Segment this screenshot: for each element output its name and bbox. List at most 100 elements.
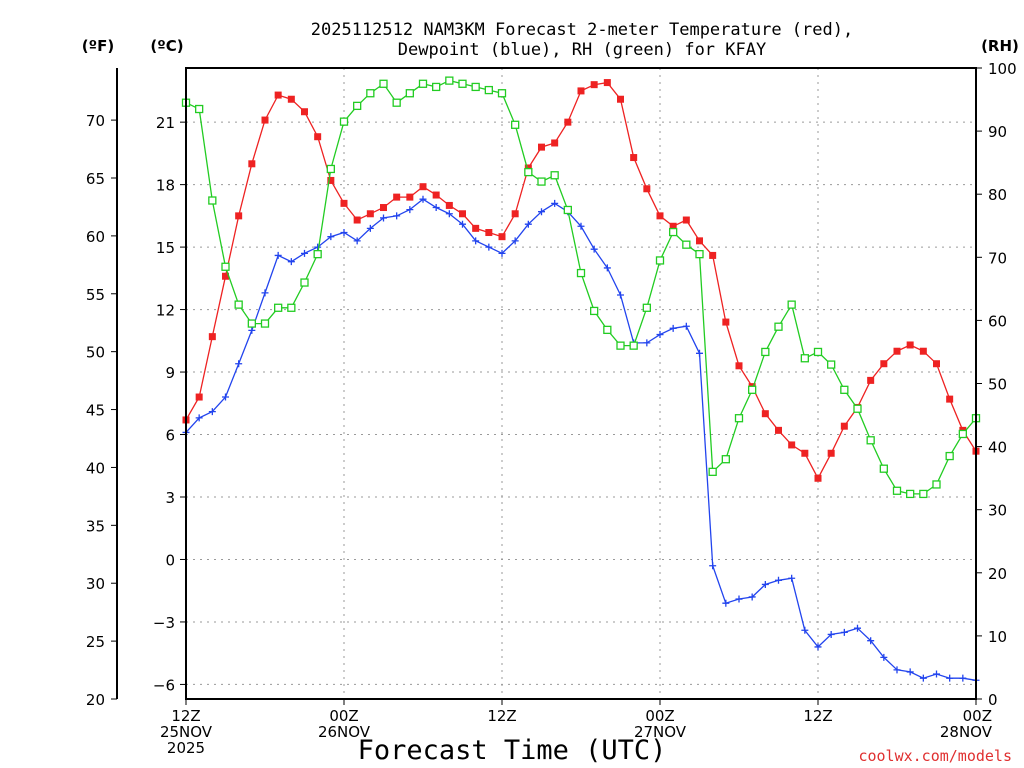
rh-tick-label: 50 (988, 376, 1007, 394)
temperature-point (393, 193, 401, 201)
time-tick-label: 12Z (803, 707, 832, 725)
fahrenheit-tick-label: 35 (86, 517, 105, 535)
fahrenheit-axis: 20 25 30 35 40 45 50 55 60 65 70 (86, 68, 118, 709)
dewpoint-point (840, 628, 848, 636)
rh-point (392, 98, 401, 107)
rh-point (445, 76, 454, 85)
rh-point (721, 455, 730, 464)
dewpoint-point (459, 220, 466, 228)
fahrenheit-tick-label: 60 (86, 228, 105, 246)
temperature-point (524, 164, 532, 172)
dewpoint-point (775, 576, 782, 584)
dewpoint-point (498, 249, 506, 257)
fahrenheit-tick-label: 55 (86, 286, 105, 304)
time-tick-label: 12Z (171, 707, 200, 725)
temperature-point (709, 251, 717, 259)
dewpoint-point (643, 339, 651, 347)
dewpoint-point (933, 670, 940, 678)
dewpoint-point (880, 653, 888, 661)
dewpoint-point (445, 210, 453, 218)
series-rh (181, 76, 981, 499)
rh-point (471, 82, 480, 92)
celsius-unit-label: (ºC) (150, 37, 183, 55)
temperature-point (380, 204, 387, 212)
dewpoint-point (235, 360, 243, 368)
grid-lines (186, 68, 976, 699)
rh-point (326, 164, 335, 174)
dewpoint-point (551, 199, 559, 207)
rh-point (787, 300, 796, 309)
dewpoint-point (366, 224, 374, 232)
temperature-point (538, 143, 545, 151)
fahrenheit-tick-label: 30 (86, 575, 105, 593)
temperature-point (195, 393, 203, 401)
dewpoint-point (761, 580, 769, 588)
rh-tick-label: 80 (988, 186, 1007, 204)
time-tick-label: 25NOV (160, 723, 213, 741)
rh-point (524, 167, 533, 177)
temperature-point (406, 193, 414, 201)
temperature-point (656, 212, 664, 220)
rh-point (274, 303, 283, 312)
rh-point (418, 79, 428, 88)
rh-point (840, 385, 849, 394)
rh-point (958, 429, 967, 439)
rh-point (892, 486, 902, 495)
dewpoint-point (314, 243, 322, 251)
dewpoint-point (524, 220, 532, 228)
fahrenheit-tick-label: 40 (86, 459, 105, 477)
dewpoint-point (893, 666, 901, 674)
temperature-point (314, 133, 322, 141)
temperature-point (222, 272, 229, 280)
rh-tick-label: 90 (988, 123, 1007, 141)
rh-point (827, 360, 836, 369)
temperature-point (445, 201, 453, 209)
temperature-point (248, 160, 256, 168)
temperature-point (893, 347, 901, 355)
rh-tick-label: 100 (988, 60, 1017, 78)
dewpoint-point (419, 195, 427, 203)
rh-tick-label: 40 (988, 439, 1007, 457)
rh-point (208, 196, 217, 205)
dewpoint-point (959, 674, 967, 682)
dewpoint-point (406, 206, 414, 214)
temperature-point (340, 199, 348, 207)
rh-point (497, 89, 507, 98)
rh-point (866, 436, 875, 445)
rh-unit-label: (RH) (981, 37, 1019, 55)
dewpoint-point (590, 245, 598, 253)
temperature-point (498, 233, 506, 241)
celsius-tick-label: 0 (165, 551, 175, 569)
temperature-point (880, 360, 888, 368)
credit-link[interactable]: coolwx.com/models (858, 747, 1012, 765)
rh-point (339, 117, 349, 126)
temperature-point (327, 176, 335, 184)
series-temperature (182, 79, 980, 482)
temperature-point (919, 347, 927, 355)
rh-point (432, 82, 441, 92)
rh-point (537, 177, 546, 186)
rh-point (550, 171, 559, 180)
rh-axis: 0 10 20 30 40 50 60 70 80 90 100 (976, 60, 1017, 709)
temperature-point (630, 154, 638, 162)
rh-point (563, 205, 572, 215)
dewpoint-point (603, 264, 611, 272)
temperature-point (643, 185, 651, 193)
rh-point (234, 300, 243, 309)
temperature-point (761, 410, 769, 418)
dewpoint-point (814, 643, 822, 651)
fahrenheit-tick-label: 25 (86, 633, 105, 651)
series-layer (181, 76, 981, 684)
rh-point (458, 79, 467, 88)
temperature-point (432, 191, 440, 199)
dewpoint-point (867, 637, 875, 645)
temperature-point (419, 183, 427, 191)
rh-point (879, 464, 888, 473)
celsius-tick-label: 21 (156, 114, 175, 132)
dewpoint-point (577, 222, 585, 230)
dewpoint-point (261, 289, 269, 297)
dewpoint-point (287, 258, 295, 266)
temperature-point (801, 449, 809, 457)
rh-point (853, 404, 862, 413)
